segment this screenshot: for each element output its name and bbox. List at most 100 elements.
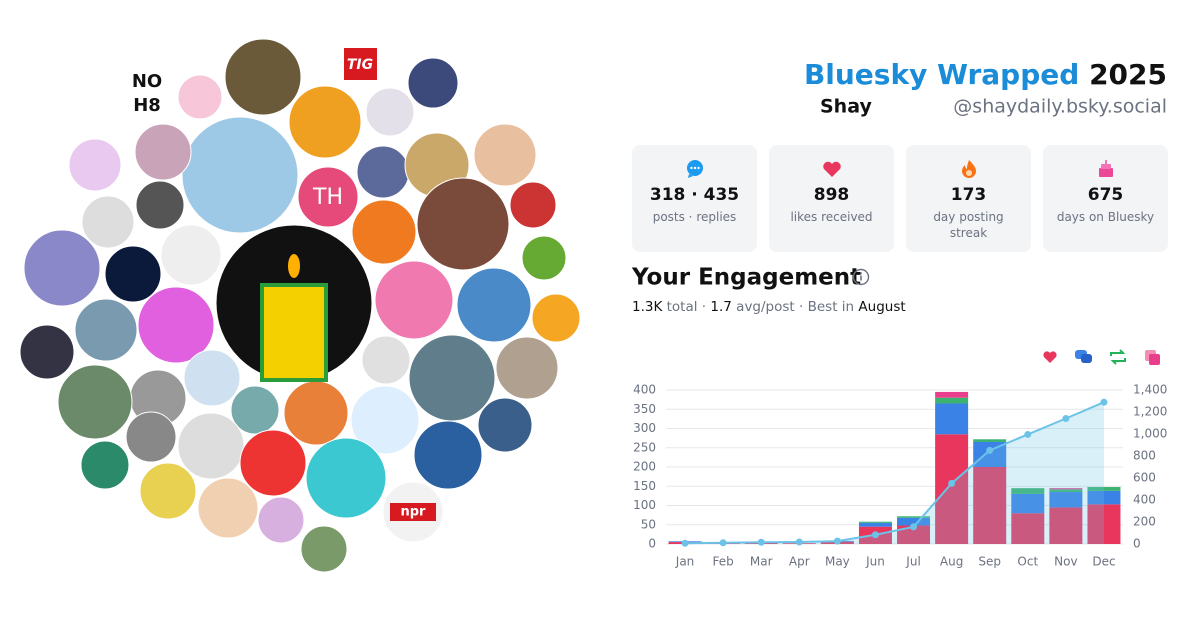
x-tick-label: Jun [865,555,885,569]
avatar [297,166,359,228]
avatar [361,335,411,385]
line [685,401,1105,545]
avatar-candle [260,283,328,382]
avatar-text: NO [132,71,162,92]
bar-segment [1049,489,1083,493]
avatar [137,286,215,364]
avatar [374,260,454,340]
stat-card: 898 likes received [769,145,894,252]
y2-tick-label: 600 [1133,471,1156,485]
bar-segment [858,521,892,523]
avatar [104,245,162,303]
avatar [74,298,138,362]
title: Bluesky Wrapped 2025 [804,58,1167,91]
bar-segment [973,467,1007,544]
avatar [160,224,222,286]
avatar [183,349,241,407]
y-tick-label: 350 [633,402,656,416]
y2-tick-label: 400 [1133,493,1156,507]
avatar [197,477,259,539]
x-tick-label: Dec [1092,555,1115,569]
y-tick-label: 300 [633,421,656,435]
line-point [986,446,994,454]
line-point [795,538,803,546]
avatar-badge [390,503,436,521]
avatar [350,385,420,455]
summary-text: total [667,299,698,315]
avatar-text: TH [312,185,343,210]
avatar [473,123,537,187]
user-name: Shay [820,96,872,118]
avatar [19,324,75,380]
stat-icon [1098,160,1113,177]
line-point [1062,414,1070,422]
stat-value: 318 · 435 [649,185,740,205]
x-tick-label: Jan [675,555,695,569]
avatar [181,116,299,234]
bar-segment [1087,487,1121,491]
stat-card: 173 day posting streak [906,145,1031,252]
engagement-summary: 1.3K total · 1.7 avg/post · Best in Augu… [632,299,906,315]
bar-segment [897,517,931,526]
section-title: Your Engagement [631,265,861,291]
stat-label: posts · replies [652,210,737,224]
stat-label: days on Bluesky [1056,210,1155,224]
legend-reposts[interactable] [1110,349,1126,365]
bar-segment [1011,493,1045,514]
summary-avg: 1.7 [710,299,731,315]
legend-replies[interactable] [1075,350,1092,363]
info-icon[interactable] [852,268,870,286]
bar-segment [1087,504,1121,544]
avatar [408,334,496,422]
y-tick-label: 0 [648,537,656,551]
stat-icon [686,160,703,178]
y2-tick-label: 1,400 [1133,383,1167,397]
x-tick-label: Nov [1054,555,1077,569]
x-tick-label: May [825,555,850,569]
summary-sep: · [799,299,803,315]
avatar [288,85,362,159]
bar-segment [858,522,892,527]
title-year: 2025 [1089,58,1167,91]
legend [1043,349,1160,365]
line-point [910,523,918,531]
summary-text: avg/post [736,299,795,315]
stat-value: 898 [813,185,850,205]
user-handle: @shaydaily.bsky.social [953,96,1167,118]
legend-likes[interactable] [1043,351,1057,363]
stat-label: likes received [790,210,873,224]
avatar-cloud: NO H8 TIG TH npr [19,38,581,573]
bar-segment [935,403,969,435]
summary-text: Best in [808,299,855,315]
x-tick-label: Apr [789,555,810,569]
stat-label: day posting streak [933,210,1004,240]
line-point [681,539,689,547]
stat-card: 675 days on Bluesky [1043,145,1168,252]
avatar [416,177,510,271]
bar-segment [897,525,931,544]
stat-value: 173 [950,185,987,205]
avatar [125,411,177,463]
avatar [305,437,387,519]
avatar [135,180,185,230]
summary-sep: · [702,299,706,315]
avatar [365,87,415,137]
avatar-text: H8 [133,95,161,116]
legend-quotes[interactable] [1145,350,1160,365]
avatar [224,38,302,116]
avatar [57,364,133,440]
avatar [177,74,223,120]
avatar [139,462,197,520]
summary-total: 1.3K [632,299,663,315]
avatar [134,123,192,181]
stat-card: 318 · 435 posts · replies [632,145,757,252]
line-point [1024,430,1032,438]
title-brand: Bluesky Wrapped [804,58,1079,91]
line-area [685,402,1104,544]
avatar-text: TIG [347,57,373,73]
bar-segment [1049,488,1083,490]
bar-segment [1087,490,1121,505]
avatar [283,380,349,446]
